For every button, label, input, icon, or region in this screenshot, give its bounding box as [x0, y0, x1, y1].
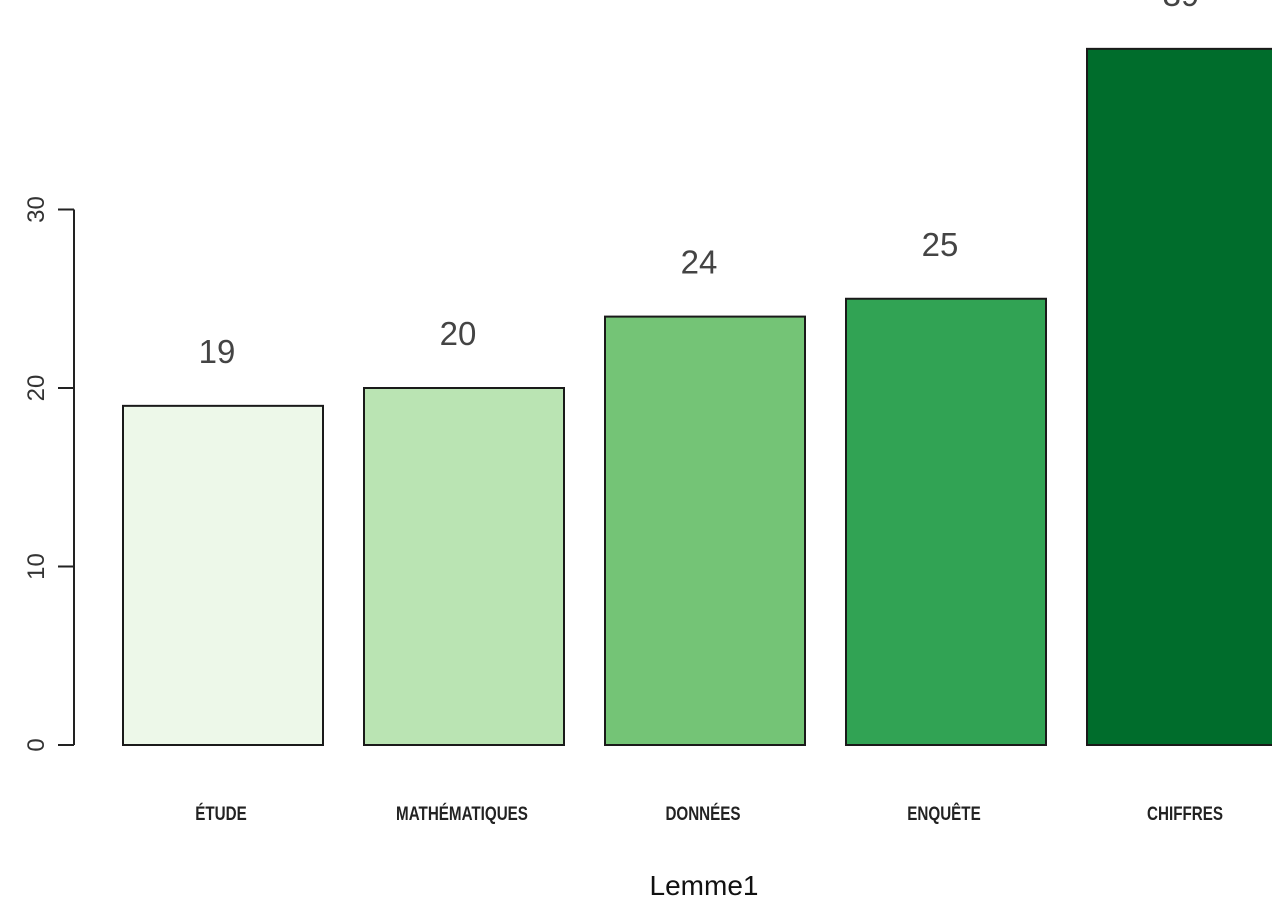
bar: [1086, 47, 1272, 747]
bar-value-label: 25: [922, 226, 959, 263]
bar: [604, 315, 806, 746]
y-axis: 0 10 20 30: [23, 196, 75, 752]
category-label: DONNÉES: [665, 802, 740, 824]
bar: [363, 387, 565, 746]
bar-value-label: 24: [681, 244, 718, 281]
category-labels: ÉTUDE MATHÉMATIQUES DONNÉES ENQUÊTE CHIFFRES: [195, 802, 1223, 824]
y-tick-label: 0: [23, 738, 50, 751]
x-axis-title: Lemme1: [650, 870, 759, 899]
bars: [122, 47, 1272, 747]
category-label: ENQUÊTE: [907, 802, 980, 824]
category-label: CHIFFRES: [1147, 802, 1223, 824]
bar: [845, 297, 1047, 746]
y-tick-label: 30: [23, 196, 50, 223]
bar-value-label: 39: [1163, 0, 1200, 13]
y-tick-label: 20: [23, 375, 50, 402]
bar: [122, 404, 324, 746]
data-labels: 19 20 24 25 39: [199, 0, 1200, 370]
bar-value-label: 20: [440, 315, 477, 352]
category-label: ÉTUDE: [195, 802, 246, 824]
bar-value-label: 19: [199, 333, 236, 370]
y-tick-label: 10: [23, 553, 50, 580]
category-label: MATHÉMATIQUES: [396, 802, 528, 824]
